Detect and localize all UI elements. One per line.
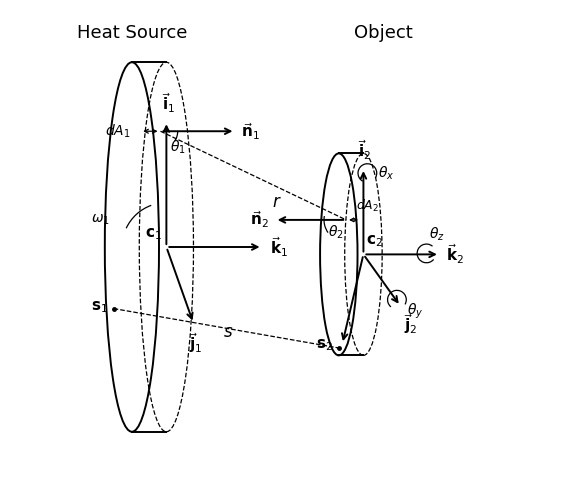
Text: $\theta_x$: $\theta_x$ [378,165,395,182]
Text: $\mathbf{s}_2$: $\mathbf{s}_2$ [316,338,333,353]
Text: $\vec{\mathbf{j}}_2$: $\vec{\mathbf{j}}_2$ [404,312,418,336]
Text: $\vec{\mathbf{k}}_1$: $\vec{\mathbf{k}}_1$ [270,235,288,259]
Text: Heat Source: Heat Source [77,24,187,41]
Text: $\vec{\mathbf{n}}_2$: $\vec{\mathbf{n}}_2$ [250,209,269,230]
Text: $\mathbf{c}_1$: $\mathbf{c}_1$ [145,226,161,242]
Text: $\omega_1$: $\omega_1$ [91,213,110,227]
Text: Object: Object [354,24,412,41]
Text: $\vec{\mathbf{i}}_1$: $\vec{\mathbf{i}}_1$ [162,91,175,115]
Text: $r$: $r$ [272,193,282,211]
Text: $\vec{\mathbf{j}}_1$: $\vec{\mathbf{j}}_1$ [189,331,203,355]
Text: $dA_2$: $dA_2$ [356,198,379,214]
Text: $\vec{\mathbf{i}}_2$: $\vec{\mathbf{i}}_2$ [359,139,371,162]
Text: $\theta_y$: $\theta_y$ [407,302,423,322]
Text: $\vec{\mathbf{n}}_1$: $\vec{\mathbf{n}}_1$ [241,121,260,142]
Text: $\theta_1$: $\theta_1$ [170,139,186,156]
Text: $\mathbf{s}_1$: $\mathbf{s}_1$ [91,299,108,315]
Text: $\theta_2$: $\theta_2$ [328,224,344,241]
Text: $s$: $s$ [223,323,233,340]
Text: $\vec{\mathbf{k}}_2$: $\vec{\mathbf{k}}_2$ [446,243,464,266]
Text: $\theta_z$: $\theta_z$ [429,225,445,243]
Text: $\mathbf{c}_2$: $\mathbf{c}_2$ [366,234,383,249]
Text: $dA_1$: $dA_1$ [105,123,130,140]
